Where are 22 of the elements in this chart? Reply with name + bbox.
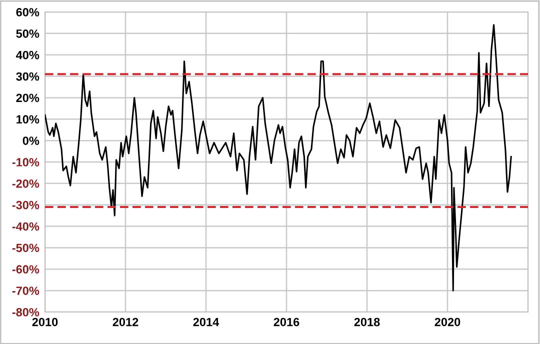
y-tick-label: 10% — [16, 115, 40, 124]
y-tick-label: 50% — [16, 29, 40, 38]
x-tick-label: 2016 — [274, 318, 300, 326]
x-tick-label: 2012 — [112, 318, 138, 326]
y-tick-label: -80% — [12, 308, 40, 316]
x-tick-label: 2018 — [354, 318, 380, 326]
y-tick-label: -10% — [12, 158, 40, 166]
y-tick-label: -40% — [12, 222, 40, 231]
y-tick-label: -60% — [12, 265, 40, 274]
x-tick-label: 2014 — [193, 318, 220, 326]
y-tick-label: -70% — [12, 286, 40, 295]
y-tick-label: 30% — [16, 72, 40, 81]
y-tick-label: -50% — [12, 244, 40, 252]
y-tick-label: -30% — [12, 200, 40, 210]
y-tick-label: 20% — [16, 94, 40, 102]
x-tick-label: 2020 — [434, 318, 460, 326]
line-series — [45, 24, 512, 292]
y-tick-label: 60% — [16, 8, 40, 16]
y-tick-label: 0% — [22, 136, 40, 145]
x-tick-label: 2010 — [32, 318, 58, 326]
y-tick-label: -20% — [12, 179, 40, 188]
y-tick-label: 40% — [16, 50, 40, 60]
